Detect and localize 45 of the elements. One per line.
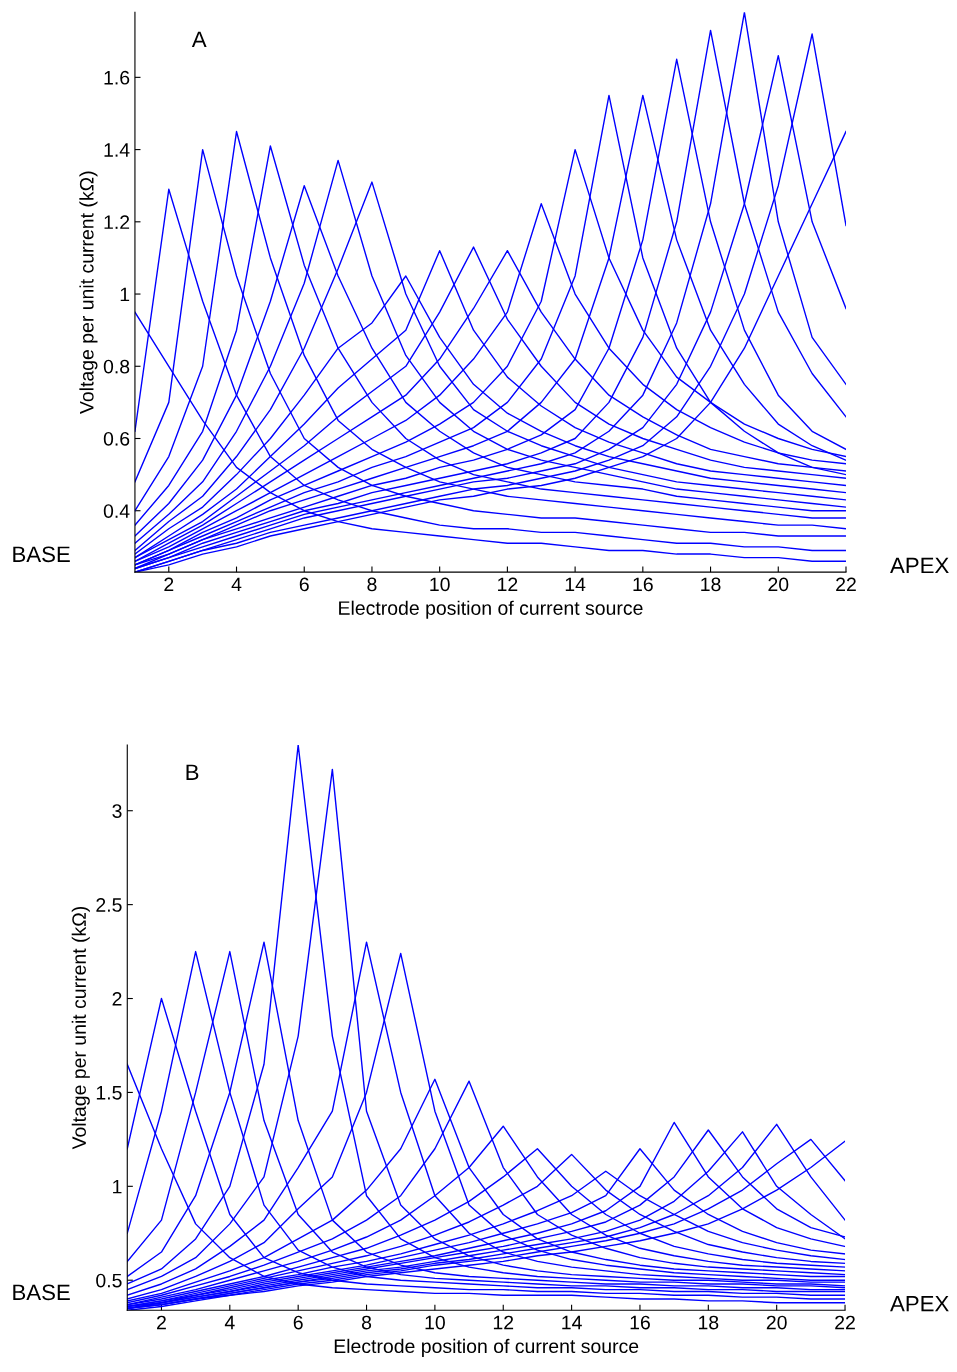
x-tick-label: 4	[231, 577, 242, 592]
x-tick-label: 10	[430, 577, 450, 592]
text: BASE	[13, 546, 70, 563]
x-tick-label: 10	[425, 1315, 445, 1330]
y-tick-label: 1	[120, 287, 130, 302]
annotation: A	[191, 31, 207, 47]
y-axis-title: Voltage per unit current (kΩ)	[79, 171, 98, 414]
x-tick-label: 20	[766, 1315, 787, 1330]
x-tick-label: 22	[836, 577, 856, 592]
text: APEX	[890, 1296, 949, 1312]
x-tick-label: 2	[164, 577, 174, 592]
text: BASE	[13, 1284, 70, 1301]
y-tick-label: 0.8	[103, 359, 130, 374]
x-axis-title: Electrode position of current source	[339, 600, 643, 619]
y-tick-label: 0.5	[96, 1273, 122, 1288]
y-tick-label: 1.2	[104, 215, 130, 229]
y-tick-label: 0.6	[103, 431, 130, 446]
y-tick-label: 1.5	[96, 1086, 122, 1100]
y-tick-label: 1.6	[104, 70, 130, 85]
text: APEX	[890, 557, 949, 574]
x-tick-label: 18	[698, 1315, 719, 1330]
y-tick-label: 0.4	[103, 504, 130, 518]
x-tick-label: 18	[701, 577, 721, 592]
x-tick-label: 20	[768, 577, 789, 592]
y-tick-label: 2.5	[96, 898, 122, 912]
y-tick-label: 1.4	[104, 143, 130, 157]
y-tick-label: 3	[112, 804, 122, 818]
x-tick-label: 8	[367, 577, 377, 592]
x-tick-label: 16	[633, 577, 653, 592]
x-tick-label: 4	[224, 1315, 235, 1330]
x-tick-label: 16	[630, 1315, 650, 1330]
x-tick-label: 8	[361, 1315, 372, 1330]
y-axis-title: Voltage per unit current (kΩ)	[71, 906, 90, 1150]
x-tick-label: 14	[562, 1315, 582, 1330]
y-tick-label: 1	[113, 1179, 122, 1194]
x-axis-title: Electrode position of current source	[334, 1338, 639, 1357]
x-tick-label: 2	[157, 1315, 166, 1330]
x-tick-label: 14	[565, 577, 586, 592]
y-tick-label: 2	[112, 991, 122, 1006]
x-tick-label: 6	[293, 1315, 303, 1330]
annotation: B	[186, 764, 199, 780]
x-tick-label: 12	[493, 1315, 514, 1330]
x-tick-label: 22	[835, 1315, 855, 1330]
x-tick-label: 12	[498, 577, 518, 592]
x-tick-label: 6	[299, 577, 309, 592]
